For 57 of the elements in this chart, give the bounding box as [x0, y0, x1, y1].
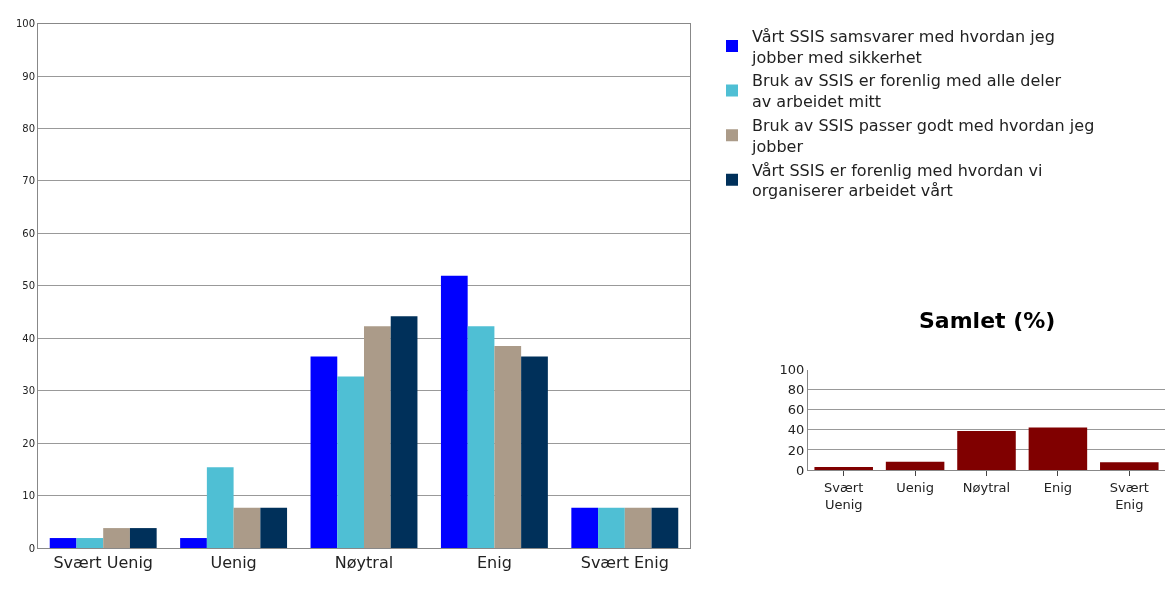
chart-title: Samlet (%) [919, 308, 1056, 333]
bar [390, 316, 418, 549]
bar [260, 507, 288, 549]
x-tick-label: Uenig [896, 479, 934, 495]
legend-label: Vårt SSIS samsvarer med hvordan jeg jobber med sikkerhet [751, 26, 1055, 67]
x-tick-label: Svært Uenig [53, 553, 153, 573]
legend-label: Bruk av SSIS passer godt med hvordan jeg jobber [751, 116, 1095, 156]
x-tick-label: Svært Enig [1109, 479, 1149, 512]
bar [364, 326, 391, 549]
x-tick-label: Nøytral [962, 479, 1011, 495]
x-tick-label: Uenig [210, 553, 257, 573]
bar [467, 326, 495, 549]
x-tick-label: Svært Uenig [824, 479, 864, 512]
y-tick-label: 60 [22, 227, 35, 239]
y-tick-label: 50 [22, 280, 35, 292]
y-tick-label: 20 [22, 437, 35, 449]
y-tick-label: 100 [779, 362, 805, 378]
bar [494, 346, 522, 549]
legend-label: Bruk av SSIS er forenlig med alle deler av arbeidet mitt [752, 71, 1062, 112]
bar [49, 538, 77, 549]
y-tick-label: 80 [22, 122, 35, 134]
x-tick-label: Svært Enig [580, 553, 669, 573]
bar [337, 376, 364, 549]
bar [310, 356, 338, 549]
bar [129, 528, 157, 549]
y-tick-label: 0 [28, 542, 35, 554]
y-tick-label: 10 [22, 490, 35, 502]
y-tick-label: 40 [22, 332, 35, 344]
y-tick-label: 30 [22, 385, 35, 397]
bar [76, 538, 104, 549]
bar [571, 507, 599, 549]
bar [814, 467, 873, 471]
bar [233, 507, 261, 549]
bar [521, 356, 548, 549]
y-tick-label: 60 [787, 402, 805, 418]
y-tick-label: 20 [787, 442, 805, 458]
bar [957, 430, 1016, 471]
y-tick-label: 90 [22, 70, 35, 82]
y-tick-label: 40 [787, 422, 805, 438]
x-tick-label: Enig [1043, 479, 1073, 495]
bar [180, 538, 207, 549]
bar [440, 275, 468, 549]
bar [103, 528, 130, 549]
bar [624, 507, 652, 549]
x-tick-label: Enig [476, 553, 512, 573]
bar [885, 461, 945, 471]
y-tick-label: 0 [796, 462, 805, 478]
bar [651, 507, 679, 549]
bar [598, 507, 625, 549]
y-tick-label: 100 [15, 18, 35, 30]
bar [206, 467, 234, 549]
legend-label: Vårt SSIS er forenlig med hvordan vi organiserer arbeidet vårt [752, 160, 1043, 201]
y-tick-label: 70 [22, 175, 35, 187]
bar [1028, 427, 1088, 471]
x-tick-label: Nøytral [334, 553, 394, 573]
bar [1100, 462, 1159, 471]
y-tick-label: 80 [787, 382, 805, 398]
